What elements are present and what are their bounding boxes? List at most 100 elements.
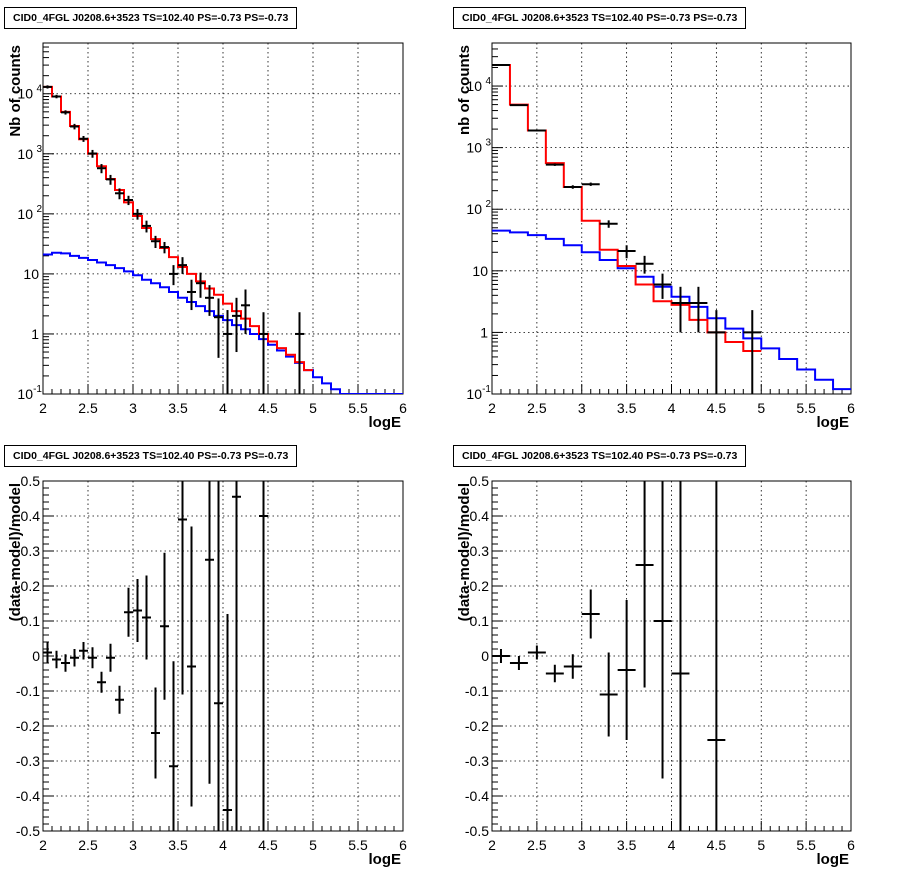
data-point <box>61 654 70 672</box>
data-points <box>492 481 726 831</box>
data-point <box>133 579 142 642</box>
y-tick-label: 0.3 <box>470 543 490 559</box>
data-point <box>599 652 618 737</box>
grid-lines <box>42 43 404 395</box>
y-tick-label: -0.3 <box>16 753 40 769</box>
data-point <box>214 481 223 831</box>
panel-title-1: CID0_4FGL J0208.6+3523 TS=102.40 PS=-0.7… <box>4 7 298 29</box>
y-tick-label: 1 <box>480 324 488 340</box>
x-tick-label: 3 <box>578 837 586 853</box>
data-point <box>79 642 88 660</box>
x-axis-label: logE <box>369 414 402 431</box>
data-point <box>187 526 196 807</box>
x-tick-label: 6 <box>399 837 407 853</box>
y-tick-label: 10 <box>466 78 482 94</box>
y-tick-label: 1 <box>31 326 39 342</box>
x-tick-label: 6 <box>847 837 855 853</box>
data-point <box>43 85 52 89</box>
y-tick-label: -0.3 <box>465 753 489 769</box>
y-tick-exponent: 3 <box>36 144 42 155</box>
data-point <box>545 664 564 683</box>
data-point <box>61 110 70 115</box>
series-line-blue <box>492 229 851 391</box>
y-tick-label: -0.1 <box>16 683 40 699</box>
y-tick-label: 0.4 <box>21 508 41 524</box>
data-point <box>545 163 564 166</box>
x-tick-label: 4 <box>219 400 227 416</box>
x-tick-label: 3.5 <box>617 837 637 853</box>
y-tick-exponent: 2 <box>485 199 491 210</box>
y-tick-label: 0.1 <box>470 613 490 629</box>
data-point <box>97 671 106 693</box>
x-tick-label: 5.5 <box>348 837 368 853</box>
data-point <box>509 656 528 670</box>
data-point <box>70 649 79 667</box>
panel-4: 2 2.5 3 3.5 4 4.5 5 5.5 6logE-0.5-0.4-0.3-0.2-0.… <box>456 473 855 868</box>
y-tick-label: 10 <box>466 201 482 217</box>
y-axis: -0.5 -0.4 -0.3 -0.2 -0.1 0 0.1 0.2 0.3 0.4 0.5(dat… <box>7 473 54 839</box>
data-point <box>160 552 169 700</box>
data-point <box>178 481 187 695</box>
data-point <box>88 647 97 669</box>
y-tick-label: 10 <box>17 86 33 102</box>
data-point <box>151 687 160 779</box>
y-tick-label: 0.2 <box>470 578 490 594</box>
y-tick-label: -0.2 <box>465 718 489 734</box>
data-point <box>142 220 151 233</box>
y-tick-label: 10 <box>23 266 39 282</box>
y-tick-label: 10 <box>17 206 33 222</box>
panel-3: 2 2.5 3 3.5 4 4.5 5 5.5 6logE-0.5-0.4-0.3-0.2-0.… <box>7 473 407 868</box>
data-point <box>43 642 52 663</box>
x-tick-label: 4 <box>668 400 676 416</box>
data-point <box>169 661 178 831</box>
x-tick-label: 4 <box>219 837 227 853</box>
series-line-red <box>492 63 762 352</box>
y-tick-label: 0.5 <box>470 473 490 489</box>
x-tick-label: 6 <box>399 400 407 416</box>
x-tick-label: 2 <box>39 837 47 853</box>
y-tick-label: 0 <box>32 648 40 664</box>
data-point <box>124 195 133 206</box>
data-point <box>689 286 708 333</box>
x-tick-label: 2.5 <box>78 837 98 853</box>
y-tick-label: 10 <box>17 386 33 402</box>
y-axis-label: (data-model)/model <box>7 483 24 621</box>
data-point <box>617 245 636 259</box>
x-tick-label: 4.5 <box>707 400 727 416</box>
data-point <box>295 312 304 394</box>
data-point <box>241 289 250 334</box>
data-point <box>169 265 178 286</box>
series-line-red <box>43 85 313 372</box>
data-point <box>581 182 600 186</box>
data-point <box>115 188 124 200</box>
data-point <box>635 481 654 688</box>
y-tick-label: 0.3 <box>21 543 41 559</box>
data-points <box>492 63 762 394</box>
data-point <box>509 104 528 107</box>
data-point <box>214 298 223 358</box>
x-tick-label: 4 <box>668 837 676 853</box>
x-tick-label: 5.5 <box>796 837 816 853</box>
y-tick-label: 0.2 <box>21 578 41 594</box>
data-point <box>205 285 214 316</box>
data-point <box>653 273 672 299</box>
data-point <box>79 135 88 142</box>
x-tick-label: 5 <box>757 837 765 853</box>
grid-lines <box>491 480 852 832</box>
data-point <box>581 589 600 639</box>
x-tick-label: 2.5 <box>527 400 547 416</box>
data-point <box>635 255 654 274</box>
data-points <box>43 481 268 831</box>
y-tick-label: -0.1 <box>465 683 489 699</box>
y-axis-label: Nb of counts <box>7 45 24 137</box>
data-point <box>743 310 762 394</box>
x-tick-label: 5 <box>309 837 317 853</box>
data-points <box>43 85 304 394</box>
panel-title-4: CID0_4FGL J0208.6+3523 TS=102.40 PS=-0.7… <box>453 445 747 467</box>
data-point <box>196 272 205 298</box>
x-tick-label: 2.5 <box>527 837 547 853</box>
x-tick-label: 2 <box>488 400 496 416</box>
